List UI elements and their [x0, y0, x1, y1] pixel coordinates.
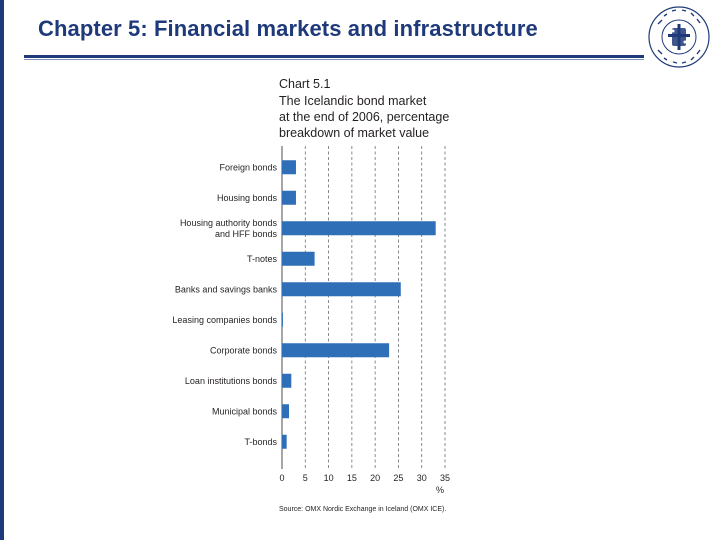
bond-market-chart: Chart 5.1 The Icelandic bond market at t…	[172, 77, 450, 513]
category-label: Housing bonds	[217, 193, 278, 203]
bar	[282, 221, 436, 236]
bar	[282, 404, 289, 419]
grid-lines	[281, 146, 446, 469]
chart-source: Source: OMX Nordic Exchange in Iceland (…	[279, 506, 446, 513]
category-label: T-notes	[247, 254, 278, 264]
bar	[282, 312, 283, 327]
x-tick-label: 15	[347, 473, 357, 483]
bar	[282, 282, 401, 297]
chart-number: Chart 5.1	[279, 77, 330, 91]
slide-title: Chapter 5: Financial markets and infrast…	[38, 16, 538, 41]
category-label: Banks and savings banks	[175, 284, 278, 294]
x-tick-label: 0	[279, 473, 284, 483]
x-tick-label: 10	[324, 473, 334, 483]
x-tick-label: 20	[370, 473, 380, 483]
x-axis-ticks: 0 5 10 15 20 25 30 35	[279, 473, 450, 483]
category-label: Leasing companies bonds	[172, 315, 277, 325]
bar	[282, 434, 287, 449]
bar	[282, 190, 296, 205]
chart-title-line-3: breakdown of market value	[279, 126, 429, 140]
x-tick-label: 35	[440, 473, 450, 483]
left-accent-bar	[0, 0, 4, 540]
chart-title: Chart 5.1 The Icelandic bond market at t…	[279, 77, 449, 140]
category-label: Loan institutions bonds	[185, 376, 278, 386]
category-label: Municipal bonds	[212, 406, 278, 416]
bars	[282, 160, 436, 449]
category-label: T-bonds	[244, 437, 277, 447]
bar	[282, 343, 390, 358]
bar	[282, 160, 296, 175]
category-label: Housing authority bonds	[180, 218, 278, 228]
category-label: and HFF bonds	[215, 229, 278, 239]
x-tick-label: 25	[393, 473, 403, 483]
x-tick-label: 5	[303, 473, 308, 483]
bar	[282, 251, 315, 266]
chart-title-line-2: at the end of 2006, percentage	[279, 110, 449, 124]
university-seal-icon	[648, 6, 710, 68]
x-tick-label: 30	[417, 473, 427, 483]
x-axis-unit: %	[436, 485, 444, 495]
chart-title-line-1: The Icelandic bond market	[279, 94, 427, 108]
bar	[282, 373, 292, 388]
category-label: Foreign bonds	[219, 162, 277, 172]
title-underline-thin	[24, 59, 644, 60]
title-underline	[24, 55, 644, 58]
category-label: Corporate bonds	[210, 345, 278, 355]
category-labels: Foreign bonds Housing bonds Housing author…	[172, 162, 277, 447]
